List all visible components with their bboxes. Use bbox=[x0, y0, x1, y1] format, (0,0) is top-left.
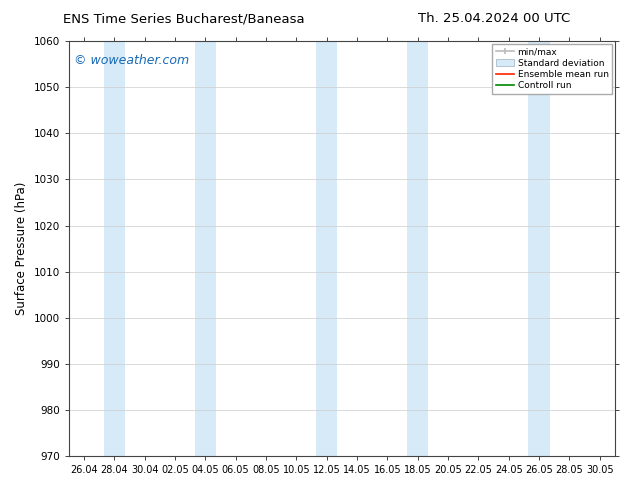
Text: © woweather.com: © woweather.com bbox=[74, 54, 190, 67]
Y-axis label: Surface Pressure (hPa): Surface Pressure (hPa) bbox=[15, 182, 28, 315]
Text: ENS Time Series Bucharest/Baneasa: ENS Time Series Bucharest/Baneasa bbox=[63, 12, 305, 25]
Legend: min/max, Standard deviation, Ensemble mean run, Controll run: min/max, Standard deviation, Ensemble me… bbox=[492, 44, 612, 94]
Bar bbox=[195, 41, 216, 456]
Text: Th. 25.04.2024 00 UTC: Th. 25.04.2024 00 UTC bbox=[418, 12, 571, 25]
Bar bbox=[528, 41, 550, 456]
Bar bbox=[104, 41, 125, 456]
Bar bbox=[407, 41, 429, 456]
Bar bbox=[316, 41, 337, 456]
